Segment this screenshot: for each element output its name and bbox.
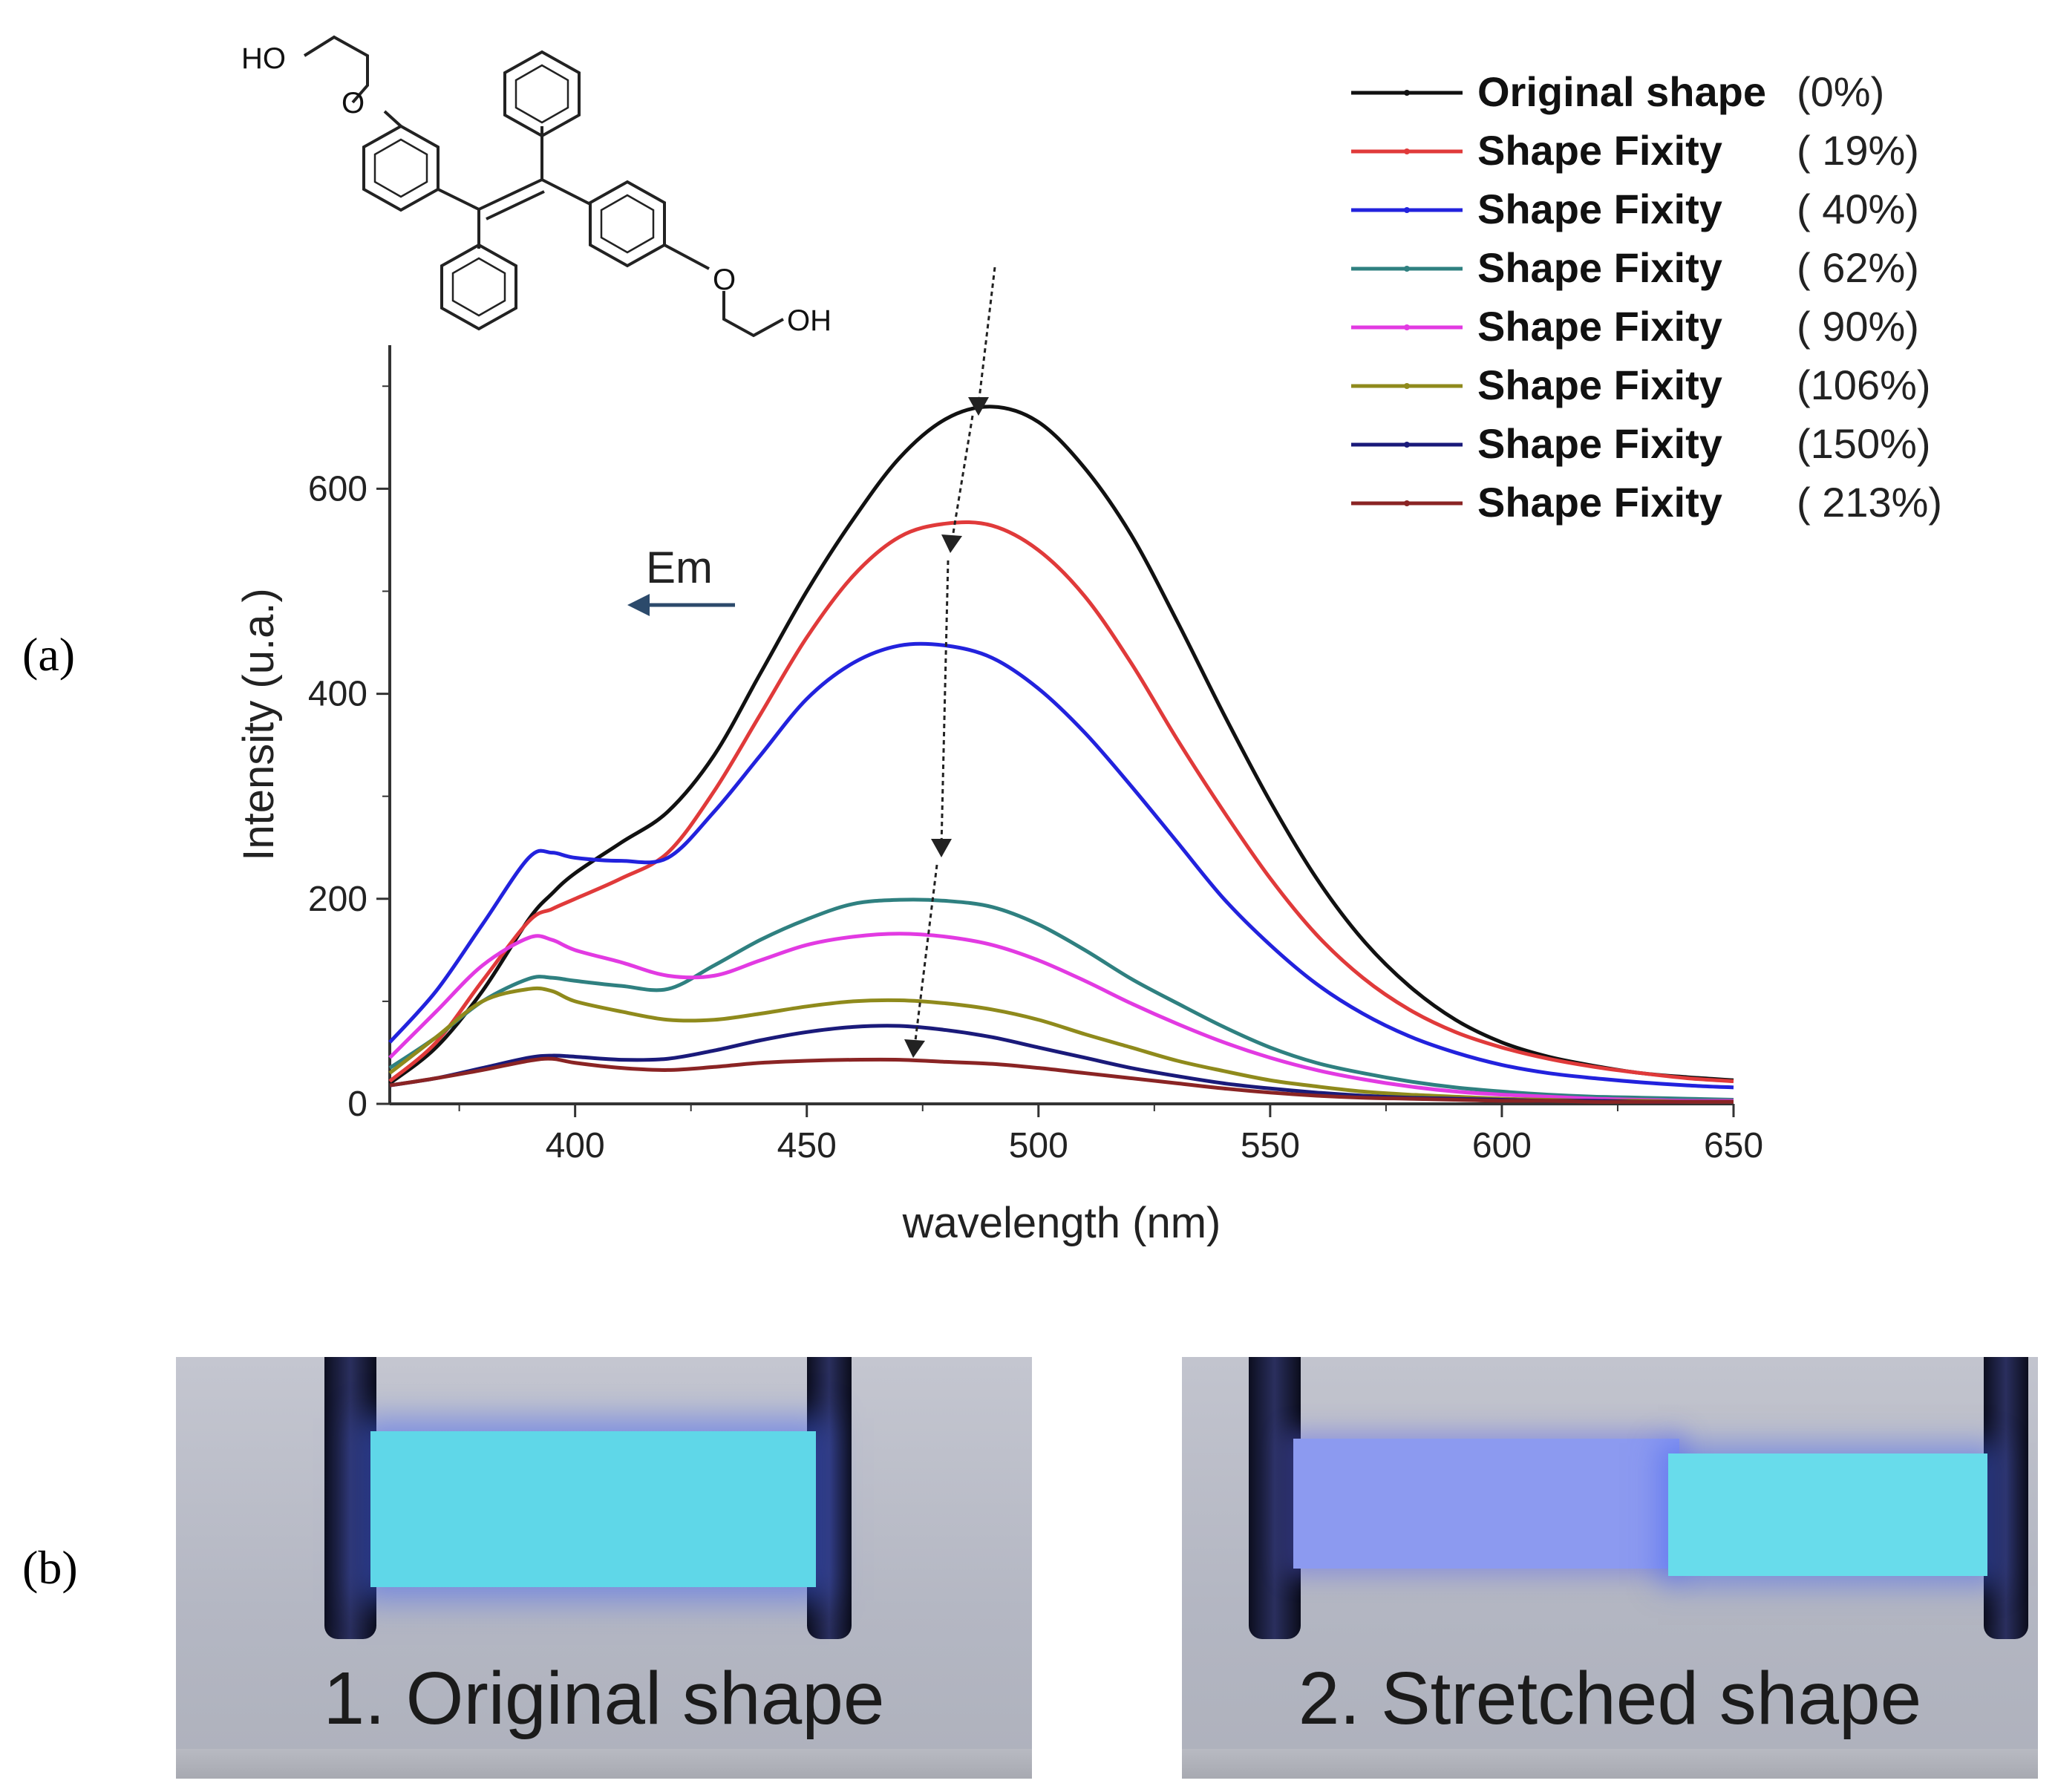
y-tick-label: 200 <box>308 880 367 919</box>
emission-chart: 400 450 500 550 600 650 0 200 400 600 wavelength (… <box>235 68 1942 1247</box>
x-tick-label: 450 <box>777 1126 837 1165</box>
series-line-1 <box>388 520 1734 1084</box>
legend-name-7: Shape Fixity <box>1477 479 1722 526</box>
oh-label: OH <box>787 304 832 337</box>
trend-arrowheads <box>904 397 989 1058</box>
x-tick-label: 600 <box>1472 1126 1532 1165</box>
y-tick-label: 0 <box>347 1085 367 1124</box>
legend-percent-5: (106%) <box>1797 362 1931 408</box>
legend-marker-0 <box>1404 90 1410 96</box>
photo-caption-stretched: 2. Stretched shape <box>1298 1657 1922 1740</box>
x-tick-label: 650 <box>1704 1126 1763 1165</box>
x-tick-label: 400 <box>546 1126 605 1165</box>
legend-percent-1: ( 19%) <box>1797 127 1919 174</box>
legend-name-0: Original shape <box>1477 68 1766 115</box>
series-line-5 <box>388 986 1734 1104</box>
legend-percent-3: ( 62%) <box>1797 244 1919 291</box>
legend-name-5: Shape Fixity <box>1477 362 1722 408</box>
glowing-film <box>1668 1453 1987 1576</box>
legend-marker-2 <box>1404 207 1410 213</box>
photo-stretched-shape: 2. Stretched shape <box>1182 1357 2038 1779</box>
chart-series-lines <box>388 405 1734 1104</box>
oxygen-label-right: O <box>713 264 736 296</box>
chart-legend: Original shape (0%) Shape Fixity ( 19%) Shap… <box>1351 68 1942 526</box>
x-tick-label: 550 <box>1241 1126 1300 1165</box>
series-line-7 <box>389 1056 1734 1104</box>
legend-name-6: Shape Fixity <box>1477 420 1722 467</box>
panel-label-a: (a) <box>22 628 76 681</box>
legend-marker-4 <box>1404 324 1410 330</box>
chart-axes: 400 450 500 550 600 650 0 200 400 600 wavelength (… <box>235 345 1763 1247</box>
legend-name-2: Shape Fixity <box>1477 186 1722 232</box>
trend-arrow-1 <box>977 266 996 405</box>
molecule-structure: HO O O OH <box>241 35 832 338</box>
legend-marker-1 <box>1404 148 1410 154</box>
oxygen-label-left: O <box>342 87 365 120</box>
panel-label-b: (b) <box>22 1541 78 1594</box>
legend-percent-0: (0%) <box>1797 68 1884 115</box>
legend-name-4: Shape Fixity <box>1477 303 1722 350</box>
legend-percent-7: ( 213%) <box>1797 479 1942 526</box>
photo-caption-original: 1. Original shape <box>323 1657 885 1740</box>
legend-marker-3 <box>1404 266 1410 272</box>
photo-original-shape: 1. Original shape <box>176 1357 1032 1779</box>
em-arrow <box>627 594 735 616</box>
clamp-left <box>1249 1357 1301 1639</box>
trend-arrow-2 <box>950 415 974 543</box>
ho-label: HO <box>241 42 286 75</box>
legend-name-1: Shape Fixity <box>1477 127 1722 174</box>
trend-arrow-3 <box>940 560 950 847</box>
series-line-4 <box>388 932 1734 1103</box>
trend-arrows <box>913 266 996 1047</box>
y-tick-label: 600 <box>308 469 367 509</box>
series-line-3 <box>388 897 1734 1102</box>
legend-marker-5 <box>1404 383 1410 389</box>
legend-percent-4: ( 90%) <box>1797 303 1919 350</box>
clamp-right <box>1984 1357 2028 1639</box>
y-axis-label: Intensity (u.a.) <box>235 588 283 860</box>
em-label: Em <box>646 543 713 592</box>
y-tick-label: 400 <box>308 675 367 714</box>
glowing-film <box>370 1431 816 1587</box>
trend-arrow-4 <box>913 864 938 1047</box>
stretched-film <box>1293 1439 1679 1569</box>
legend-name-3: Shape Fixity <box>1477 244 1722 291</box>
series-line-0 <box>388 405 1734 1085</box>
x-tick-label: 500 <box>1009 1126 1068 1165</box>
legend-percent-2: ( 40%) <box>1797 186 1919 232</box>
x-axis-label: wavelength (nm) <box>902 1199 1221 1247</box>
legend-percent-6: (150%) <box>1797 420 1931 467</box>
clamp-left <box>324 1357 376 1639</box>
series-line-2 <box>388 641 1734 1090</box>
legend-marker-7 <box>1404 500 1410 506</box>
legend-marker-6 <box>1404 442 1410 448</box>
